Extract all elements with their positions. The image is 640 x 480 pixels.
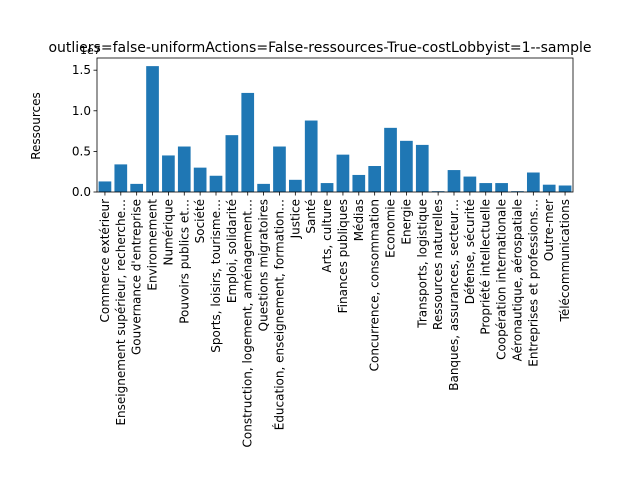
bar [209,175,223,192]
x-tick-label: Coopération internationale [495,199,509,360]
y-tick-label: 0.5 [72,144,91,158]
x-tick-label: Défense, sécurité [463,199,477,304]
x-tick-label: Médias [352,199,366,241]
plot-frame [96,57,574,193]
bar [431,191,445,192]
bar [336,154,350,192]
bar [526,172,540,192]
x-tick-label: Société [193,199,207,243]
bar [479,183,493,192]
y-axis: 0.0 0.5 1.0 1.5 [72,63,97,199]
x-tick-label: Economie [384,199,398,258]
x-tick-label: Banques, assurances, secteur… [447,199,461,391]
bar [400,140,413,192]
bar [114,164,128,192]
x-tick-label: Sports, loisirs, tourisme… [209,199,223,353]
bar [495,183,508,192]
bar [288,179,302,192]
y-offset-text: 1e7 [80,44,101,57]
y-tick-label: 1.5 [72,63,91,77]
bar [162,155,175,192]
x-tick-label: Environnement [146,199,160,291]
x-tick-label: Energie [399,199,413,245]
x-tick-label: Concurrence, consommation [368,199,382,371]
bar [447,170,461,192]
bar [511,191,524,192]
x-tick-label: Pouvoirs publics et… [177,199,191,324]
bar [463,176,477,192]
x-tick-label: Entreprises et professions… [526,199,540,367]
bar [352,174,366,192]
x-tick-label: Propriété intellectuelle [479,199,493,335]
x-tick-label: Commerce extérieur [98,199,112,323]
bar [177,146,191,192]
x-axis: Commerce extérieur Enseignement supérieur… [98,192,572,448]
bar [273,146,286,192]
x-tick-label: Justice [288,199,302,239]
bar [368,166,382,192]
x-tick-label: Numérique [161,199,175,266]
y-tick-label: 0.0 [72,185,91,199]
bar [384,127,397,192]
x-tick-label: Aéronautique, aérospatiale [510,199,524,361]
y-tick-label: 1.0 [72,104,91,118]
bar [146,66,159,192]
bar [98,181,112,192]
x-tick-label: Éducation, enseignement, formation… [271,199,286,430]
bar [193,167,207,192]
bar [130,183,144,192]
x-tick-label: Questions migratoires [257,199,271,331]
x-tick-label: Gouvernance d'entreprise [130,199,144,355]
x-tick-label: Outre-mer [542,199,556,261]
bar [257,183,270,192]
x-tick-label: Enseignement supérieur, recherche… [114,199,128,426]
x-tick-label: Télécommunications [558,199,572,322]
x-tick-label: Emploi, solidarité [225,199,239,303]
x-tick-label: Transports, logistique [415,199,429,329]
bar [320,183,334,192]
chart-title: outliers=false-uniformActions=False-ress… [48,40,591,56]
x-tick-label: Ressources naturelles [431,199,445,330]
bar [542,184,556,192]
y-axis-label: Ressources [29,92,43,160]
x-tick-label: Santé [304,199,318,234]
bar [304,120,318,192]
bar [241,92,255,192]
x-tick-label: Finances publiques [336,199,350,313]
bars-group [98,66,572,192]
bar [558,185,572,192]
bar [225,135,239,192]
x-tick-label: Construction, logement, aménagement… [241,199,255,448]
x-tick-label: Arts, culture [320,199,334,273]
bar [415,144,429,192]
